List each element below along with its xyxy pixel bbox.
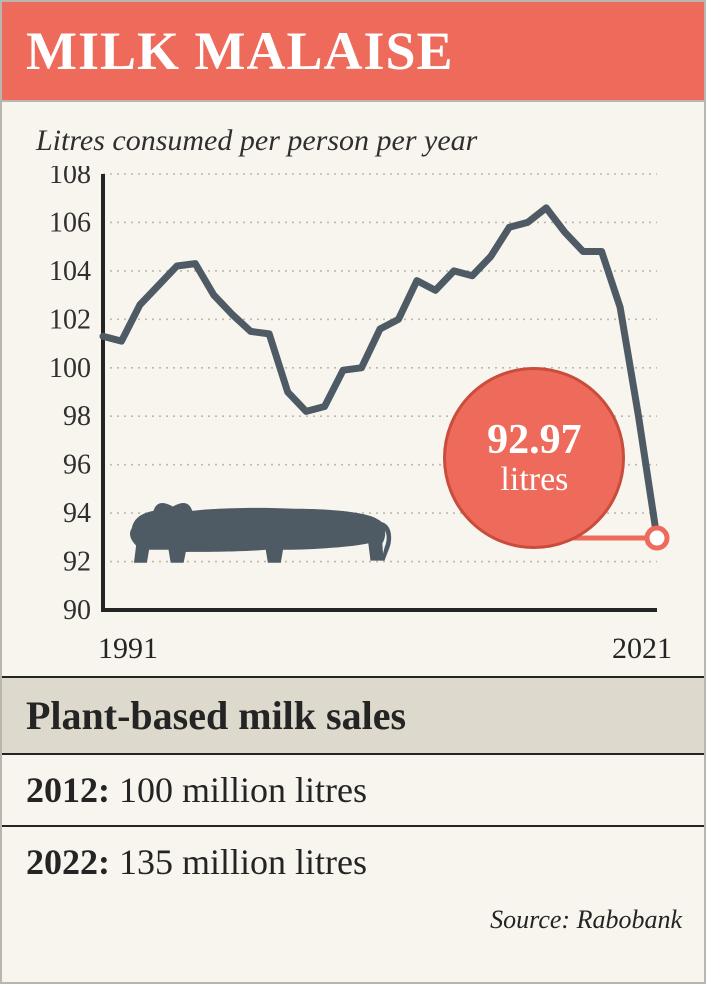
svg-text:94: 94: [63, 498, 91, 529]
x-end: 2021: [612, 632, 672, 666]
value-callout: 92.97 litres: [443, 367, 625, 549]
title-bar: MILK MALAISE: [2, 2, 704, 102]
plant-heading: Plant-based milk sales: [26, 692, 680, 739]
svg-text:90: 90: [63, 595, 91, 626]
svg-text:106: 106: [49, 207, 91, 238]
source-line: Source: Rabobank: [2, 897, 704, 949]
plant-value-1: 135 million litres: [119, 842, 367, 882]
main-title: MILK MALAISE: [26, 20, 680, 82]
plant-year-0: 2012:: [26, 770, 110, 810]
x-start: 1991: [98, 632, 158, 666]
source-text: Source: Rabobank: [490, 905, 682, 934]
chart-subtitle: Litres consumed per person per year: [36, 124, 676, 158]
chart-area: Litres consumed per person per year 90 92…: [2, 102, 704, 676]
svg-text:98: 98: [63, 401, 91, 432]
svg-text:100: 100: [49, 353, 91, 384]
infographic-card: MILK MALAISE Litres consumed per person …: [0, 0, 706, 984]
plant-heading-band: Plant-based milk sales: [2, 676, 704, 753]
svg-text:104: 104: [49, 256, 91, 287]
x-axis-labels: 1991 2021: [98, 632, 672, 666]
plant-row-1: 2022: 135 million litres: [2, 825, 704, 897]
svg-text:92: 92: [63, 547, 91, 578]
cow-icon: [130, 503, 391, 563]
plant-row-0: 2012: 100 million litres: [2, 753, 704, 825]
svg-text:108: 108: [49, 166, 91, 190]
plant-value-0: 100 million litres: [119, 770, 367, 810]
callout-unit: litres: [487, 462, 582, 498]
svg-text:96: 96: [63, 450, 91, 481]
svg-text:102: 102: [49, 304, 91, 335]
callout-value: 92.97: [487, 418, 582, 462]
plot-wrap: 90 92 94 96 98 100 102 104 106 108 92.97 litres: [33, 166, 673, 626]
plant-year-1: 2022:: [26, 842, 110, 882]
